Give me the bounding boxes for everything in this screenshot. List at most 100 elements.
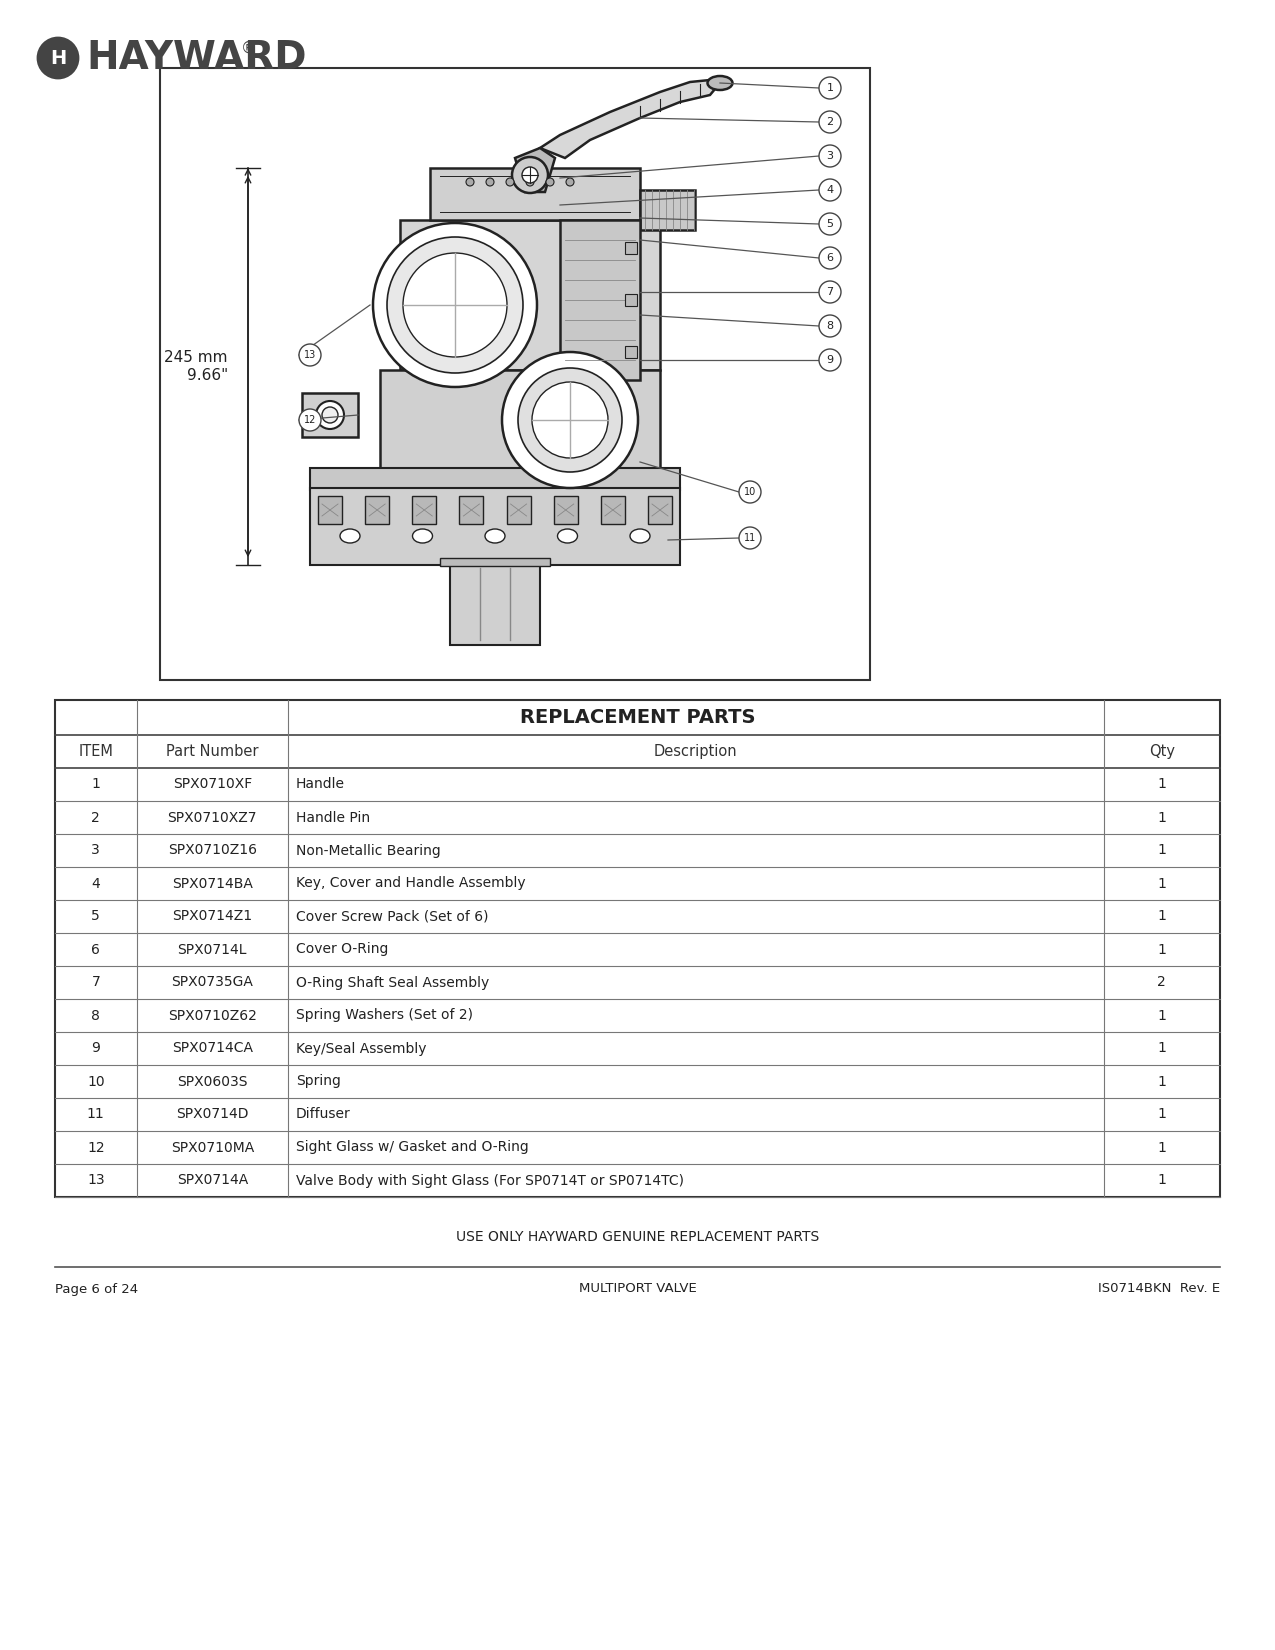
Bar: [412, 497, 436, 525]
Text: 1: 1: [1158, 1140, 1167, 1155]
Text: Sight Glass w/ Gasket and O-Ring: Sight Glass w/ Gasket and O-Ring: [296, 1140, 529, 1155]
Text: 12: 12: [87, 1140, 105, 1155]
Text: Valve Body with Sight Glass (For SP0714T or SP0714TC): Valve Body with Sight Glass (For SP0714T…: [296, 1173, 683, 1188]
Text: SPX0710Z16: SPX0710Z16: [168, 843, 256, 858]
Text: Part Number: Part Number: [166, 744, 259, 759]
Text: 4: 4: [92, 876, 101, 891]
Circle shape: [819, 111, 842, 134]
Bar: [459, 497, 483, 525]
Circle shape: [388, 238, 523, 373]
Text: USE ONLY HAYWARD GENUINE REPLACEMENT PARTS: USE ONLY HAYWARD GENUINE REPLACEMENT PAR…: [456, 1229, 819, 1244]
Text: 2: 2: [92, 810, 101, 825]
Bar: [430, 168, 640, 219]
Circle shape: [323, 408, 338, 422]
Circle shape: [521, 167, 538, 183]
Bar: [648, 497, 672, 525]
Text: 10: 10: [87, 1074, 105, 1089]
Circle shape: [819, 248, 842, 269]
Text: Key, Cover and Handle Assembly: Key, Cover and Handle Assembly: [296, 876, 525, 891]
Bar: [640, 190, 695, 229]
Text: Description: Description: [654, 744, 737, 759]
Text: 11: 11: [87, 1107, 105, 1122]
Bar: [310, 488, 680, 564]
Bar: [317, 497, 342, 525]
Text: 1: 1: [1158, 777, 1167, 792]
Text: 2: 2: [826, 117, 834, 127]
Circle shape: [819, 213, 842, 234]
Text: 1: 1: [1158, 1041, 1167, 1056]
Text: REPLACEMENT PARTS: REPLACEMENT PARTS: [520, 708, 755, 728]
Circle shape: [532, 383, 608, 459]
Text: 3: 3: [92, 843, 101, 858]
Text: Spring: Spring: [296, 1074, 340, 1089]
Circle shape: [486, 178, 493, 186]
Circle shape: [819, 350, 842, 371]
Text: 1: 1: [1158, 1173, 1167, 1188]
Text: SPX0710Z62: SPX0710Z62: [168, 1008, 256, 1023]
Ellipse shape: [630, 530, 650, 543]
Circle shape: [374, 223, 537, 388]
Text: 5: 5: [92, 909, 101, 924]
Ellipse shape: [708, 76, 733, 91]
Text: Diffuser: Diffuser: [296, 1107, 351, 1122]
Bar: [380, 370, 660, 470]
Circle shape: [300, 409, 321, 431]
Text: Non-Metallic Bearing: Non-Metallic Bearing: [296, 843, 441, 858]
Text: Key/Seal Assembly: Key/Seal Assembly: [296, 1041, 427, 1056]
Circle shape: [518, 368, 622, 472]
Bar: [553, 497, 578, 525]
Text: 13: 13: [303, 350, 316, 360]
Bar: [601, 497, 625, 525]
Text: 1: 1: [1158, 909, 1167, 924]
Text: 1: 1: [1158, 942, 1167, 957]
Text: 3: 3: [826, 152, 834, 162]
Text: 8: 8: [826, 322, 834, 332]
Circle shape: [740, 482, 761, 503]
Ellipse shape: [340, 530, 360, 543]
Text: H: H: [50, 48, 66, 68]
Text: 6: 6: [92, 942, 101, 957]
Text: 1: 1: [1158, 843, 1167, 858]
Bar: [625, 346, 638, 358]
Text: 7: 7: [826, 287, 834, 297]
Bar: [450, 563, 541, 645]
Text: O-Ring Shaft Seal Assembly: O-Ring Shaft Seal Assembly: [296, 975, 490, 990]
Text: SPX0714CA: SPX0714CA: [172, 1041, 252, 1056]
Circle shape: [527, 178, 534, 186]
Text: 1: 1: [1158, 1074, 1167, 1089]
Text: 7: 7: [92, 975, 101, 990]
Text: Handle Pin: Handle Pin: [296, 810, 370, 825]
Text: 12: 12: [303, 416, 316, 426]
Text: 8: 8: [92, 1008, 101, 1023]
Text: SPX0714D: SPX0714D: [176, 1107, 249, 1122]
Circle shape: [819, 315, 842, 337]
Bar: [506, 497, 530, 525]
Bar: [55, 700, 1220, 1196]
Circle shape: [819, 178, 842, 201]
Text: 1: 1: [1158, 810, 1167, 825]
Circle shape: [819, 78, 842, 99]
Circle shape: [465, 178, 474, 186]
Circle shape: [819, 145, 842, 167]
Text: ITEM: ITEM: [78, 744, 113, 759]
Circle shape: [819, 280, 842, 304]
Circle shape: [506, 178, 514, 186]
Text: 2: 2: [1158, 975, 1167, 990]
Text: 1: 1: [1158, 1008, 1167, 1023]
Text: Qty: Qty: [1149, 744, 1174, 759]
Text: 5: 5: [826, 219, 834, 229]
Text: 9: 9: [92, 1041, 101, 1056]
Text: SPX0735GA: SPX0735GA: [171, 975, 254, 990]
Text: HAYWARD: HAYWARD: [85, 40, 306, 78]
Bar: [159, 68, 870, 680]
Circle shape: [566, 178, 574, 186]
Bar: [625, 294, 638, 305]
Text: SPX0714BA: SPX0714BA: [172, 876, 252, 891]
Text: SPX0603S: SPX0603S: [177, 1074, 247, 1089]
Text: SPX0714A: SPX0714A: [177, 1173, 247, 1188]
Circle shape: [502, 351, 638, 488]
Text: ®: ®: [241, 41, 256, 56]
Text: 1: 1: [1158, 876, 1167, 891]
Text: Handle: Handle: [296, 777, 346, 792]
Text: 9: 9: [826, 355, 834, 365]
